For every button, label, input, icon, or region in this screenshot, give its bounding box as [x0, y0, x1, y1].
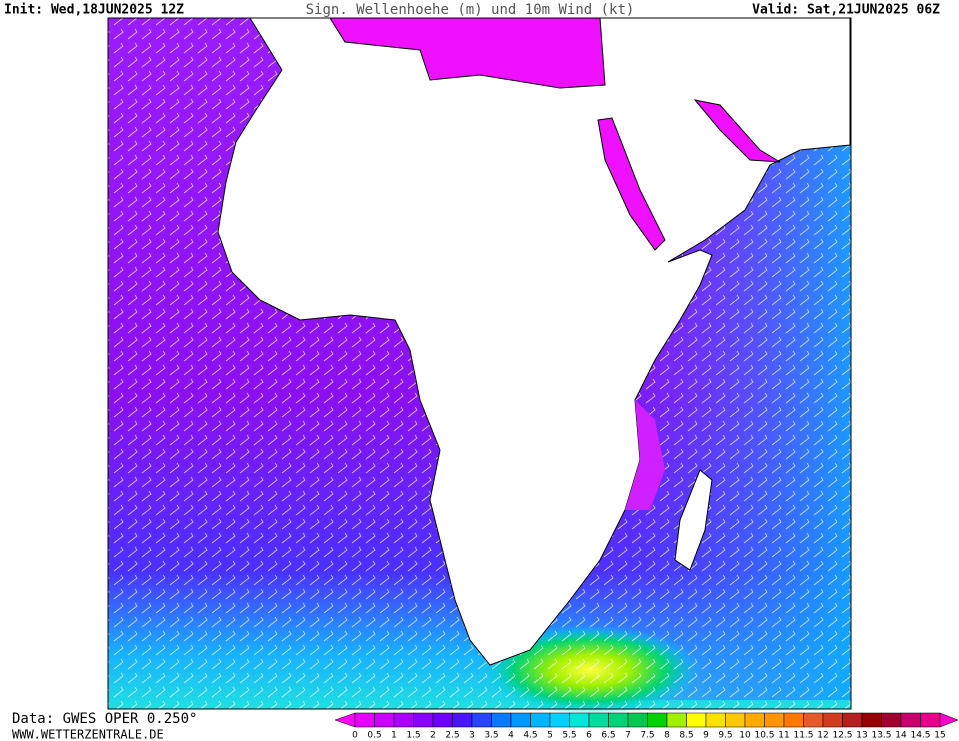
colorbar-label: 14.5 [910, 731, 930, 741]
map-title: Sign. Wellenhoehe (m) und 10m Wind (kt) [306, 2, 635, 18]
data-source: Data: GWES OPER 0.250° [12, 711, 197, 727]
persian-gulf [693, 99, 781, 163]
colorbar-cell [842, 712, 863, 728]
colorbar-cell [686, 712, 707, 728]
mediterranean [329, 17, 606, 89]
madagascar [674, 469, 713, 571]
colorbar-cell [822, 712, 843, 728]
colorbar-cell [881, 712, 902, 728]
colorbar-cell [413, 712, 434, 728]
colorbar-label: 4 [508, 731, 514, 741]
valid-time: Valid: Sat,21JUN2025 06Z [752, 3, 940, 18]
colorbar-cell [530, 712, 551, 728]
map-frame [107, 17, 852, 710]
mozambique-channel [625, 400, 665, 510]
colorbar-cell [432, 712, 453, 728]
colorbar-cell [764, 712, 785, 728]
colorbar-cell [510, 712, 531, 728]
colorbar-label: 3 [469, 731, 475, 741]
colorbar-label: 11.5 [793, 731, 813, 741]
colorbar-label: 13.5 [871, 731, 891, 741]
colorbar-label: 12 [817, 731, 828, 741]
colorbar-label: 2.5 [445, 731, 459, 741]
website: WWW.WETTERZENTRALE.DE [12, 728, 164, 741]
colorbar-label: 0 [352, 731, 358, 741]
colorbar-cell [374, 712, 395, 728]
colorbar-label: 5.5 [562, 731, 576, 741]
colorbar-cell [803, 712, 824, 728]
colorbar-label: 8.5 [679, 731, 693, 741]
colorbar-cell [452, 712, 473, 728]
colorbar-cell [354, 712, 375, 728]
colorbar-arrow [939, 712, 959, 728]
colorbar-label: 10.5 [754, 731, 774, 741]
colorbar-label: 10 [739, 731, 751, 741]
colorbar: 0 0.5 1 1.5 2 2.5 3 3.5 4 4.5 5 5.5 6 6.5 7 7.5 8 8.5 9 9.5… [334, 712, 959, 741]
colorbar-cell [783, 712, 804, 728]
colorbar-label: 11 [778, 731, 789, 741]
colorbar-label: 6 [586, 731, 592, 741]
map [107, 17, 852, 715]
colorbar-label: 4.5 [523, 731, 537, 741]
colorbar-cell [861, 712, 882, 728]
colorbar-label: 1.5 [406, 731, 420, 741]
init-time: Init: Wed,18JUN2025 12Z [4, 3, 184, 18]
colorbar-arrow [334, 712, 356, 728]
colorbar-label: 3.5 [484, 731, 498, 741]
colorbar-label: 13 [856, 731, 867, 741]
colorbar-cell [471, 712, 492, 728]
colorbar-cell [588, 712, 609, 728]
colorbar-label: 0.5 [367, 731, 381, 741]
colorbar-cell [900, 712, 921, 728]
colorbar-label: 15 [934, 731, 945, 741]
colorbar-cell [549, 712, 570, 728]
colorbar-cell [647, 712, 668, 728]
colorbar-label: 5 [547, 731, 553, 741]
colorbar-cell [627, 712, 648, 728]
colorbar-label: 9.5 [718, 731, 732, 741]
colorbar-cell [491, 712, 512, 728]
colorbar-cell [608, 712, 629, 728]
colorbar-cell [920, 712, 941, 728]
colorbar-label: 7 [625, 731, 631, 741]
colorbar-label: 7.5 [640, 731, 654, 741]
colorbar-label: 8 [664, 731, 670, 741]
colorbar-label: 2 [430, 731, 436, 741]
colorbar-label: 14 [895, 731, 907, 741]
colorbar-cell [705, 712, 726, 728]
land [217, 17, 851, 666]
colorbar-cell [725, 712, 746, 728]
red-sea [597, 117, 666, 251]
colorbar-label: 9 [703, 731, 709, 741]
colorbar-cell [744, 712, 765, 728]
colorbar-cell [666, 712, 687, 728]
colorbar-label: 6.5 [601, 731, 615, 741]
colorbar-cell [393, 712, 414, 728]
colorbar-label: 1 [391, 731, 397, 741]
colorbar-label: 12.5 [832, 731, 852, 741]
colorbar-cell [569, 712, 590, 728]
